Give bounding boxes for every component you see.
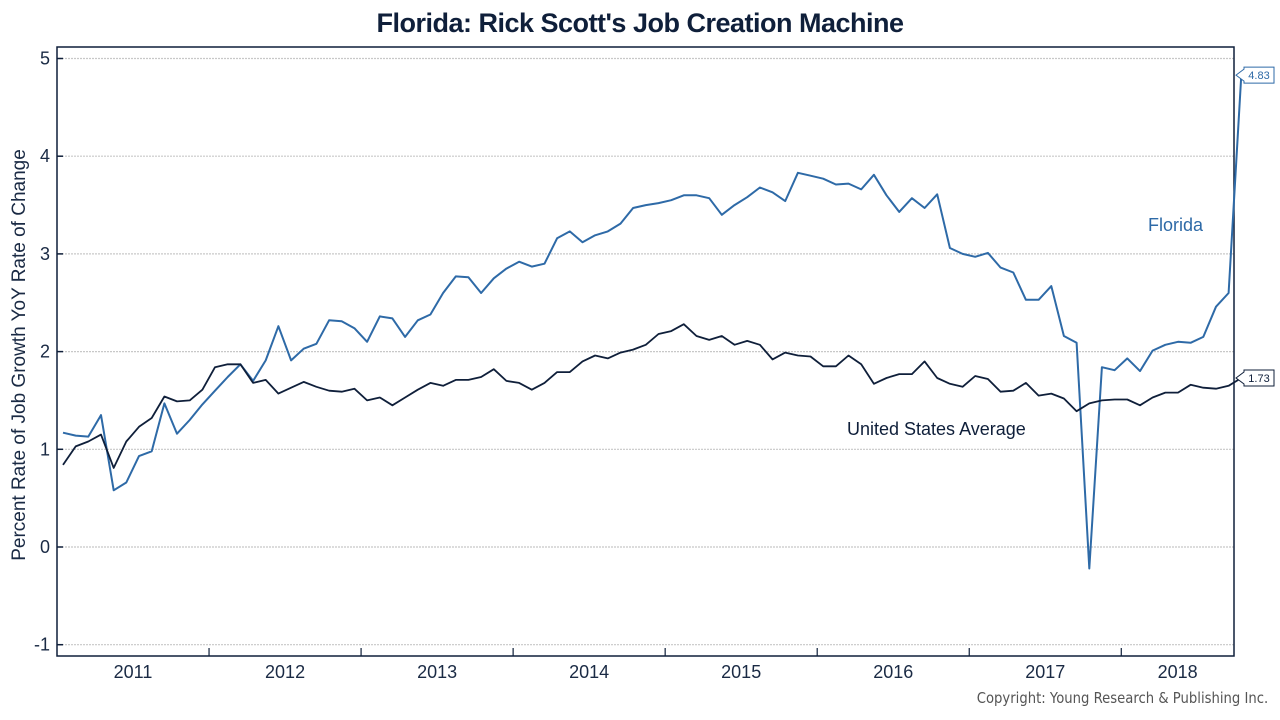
end-tag-box [1235, 66, 1275, 84]
end-tag-box [1235, 369, 1275, 387]
us-average-series-label: United States Average [847, 419, 1026, 439]
y-tick-label: 5 [40, 49, 50, 69]
florida-series-label: Florida [1148, 215, 1204, 235]
copyright-text: Copyright: Young Research & Publishing I… [976, 689, 1268, 707]
grid [59, 57, 1234, 646]
x-tick-label: 2012 [265, 662, 305, 682]
axes: -1 0 1 2 3 4 5 2011 2012 2013 2014 2015 2016 2017 2018 [34, 46, 1235, 682]
y-tick-label: 3 [40, 244, 50, 264]
x-tick-label: 2015 [721, 662, 761, 682]
y-tick-label: -1 [34, 635, 50, 655]
x-tick-label: 2016 [873, 662, 913, 682]
chart-title: Florida: Rick Scott's Job Creation Machi… [376, 8, 904, 38]
end-value-tag-us-average: 1.73 [1235, 369, 1275, 387]
end-tag-value: 1.73 [1248, 373, 1269, 385]
y-tick-label: 0 [40, 537, 50, 557]
y-tick-label: 1 [40, 439, 50, 459]
series-lines [62, 75, 1243, 570]
series-line-us-average [62, 323, 1242, 469]
x-tick-label: 2011 [114, 662, 153, 682]
x-tick-label: 2018 [1158, 662, 1198, 682]
end-tag-value: 4.83 [1248, 70, 1269, 82]
y-tick-label: 4 [40, 146, 50, 166]
end-value-tag-florida: 4.83 [1235, 66, 1275, 84]
x-tick-label: 2017 [1025, 662, 1065, 682]
labels: 4.83 1.73 Florida United States Average [847, 66, 1275, 439]
x-tick-label: 2013 [417, 662, 457, 682]
y-tick-label: 2 [40, 342, 50, 362]
x-tick-label: 2014 [569, 662, 609, 682]
series-line-florida [62, 75, 1243, 570]
